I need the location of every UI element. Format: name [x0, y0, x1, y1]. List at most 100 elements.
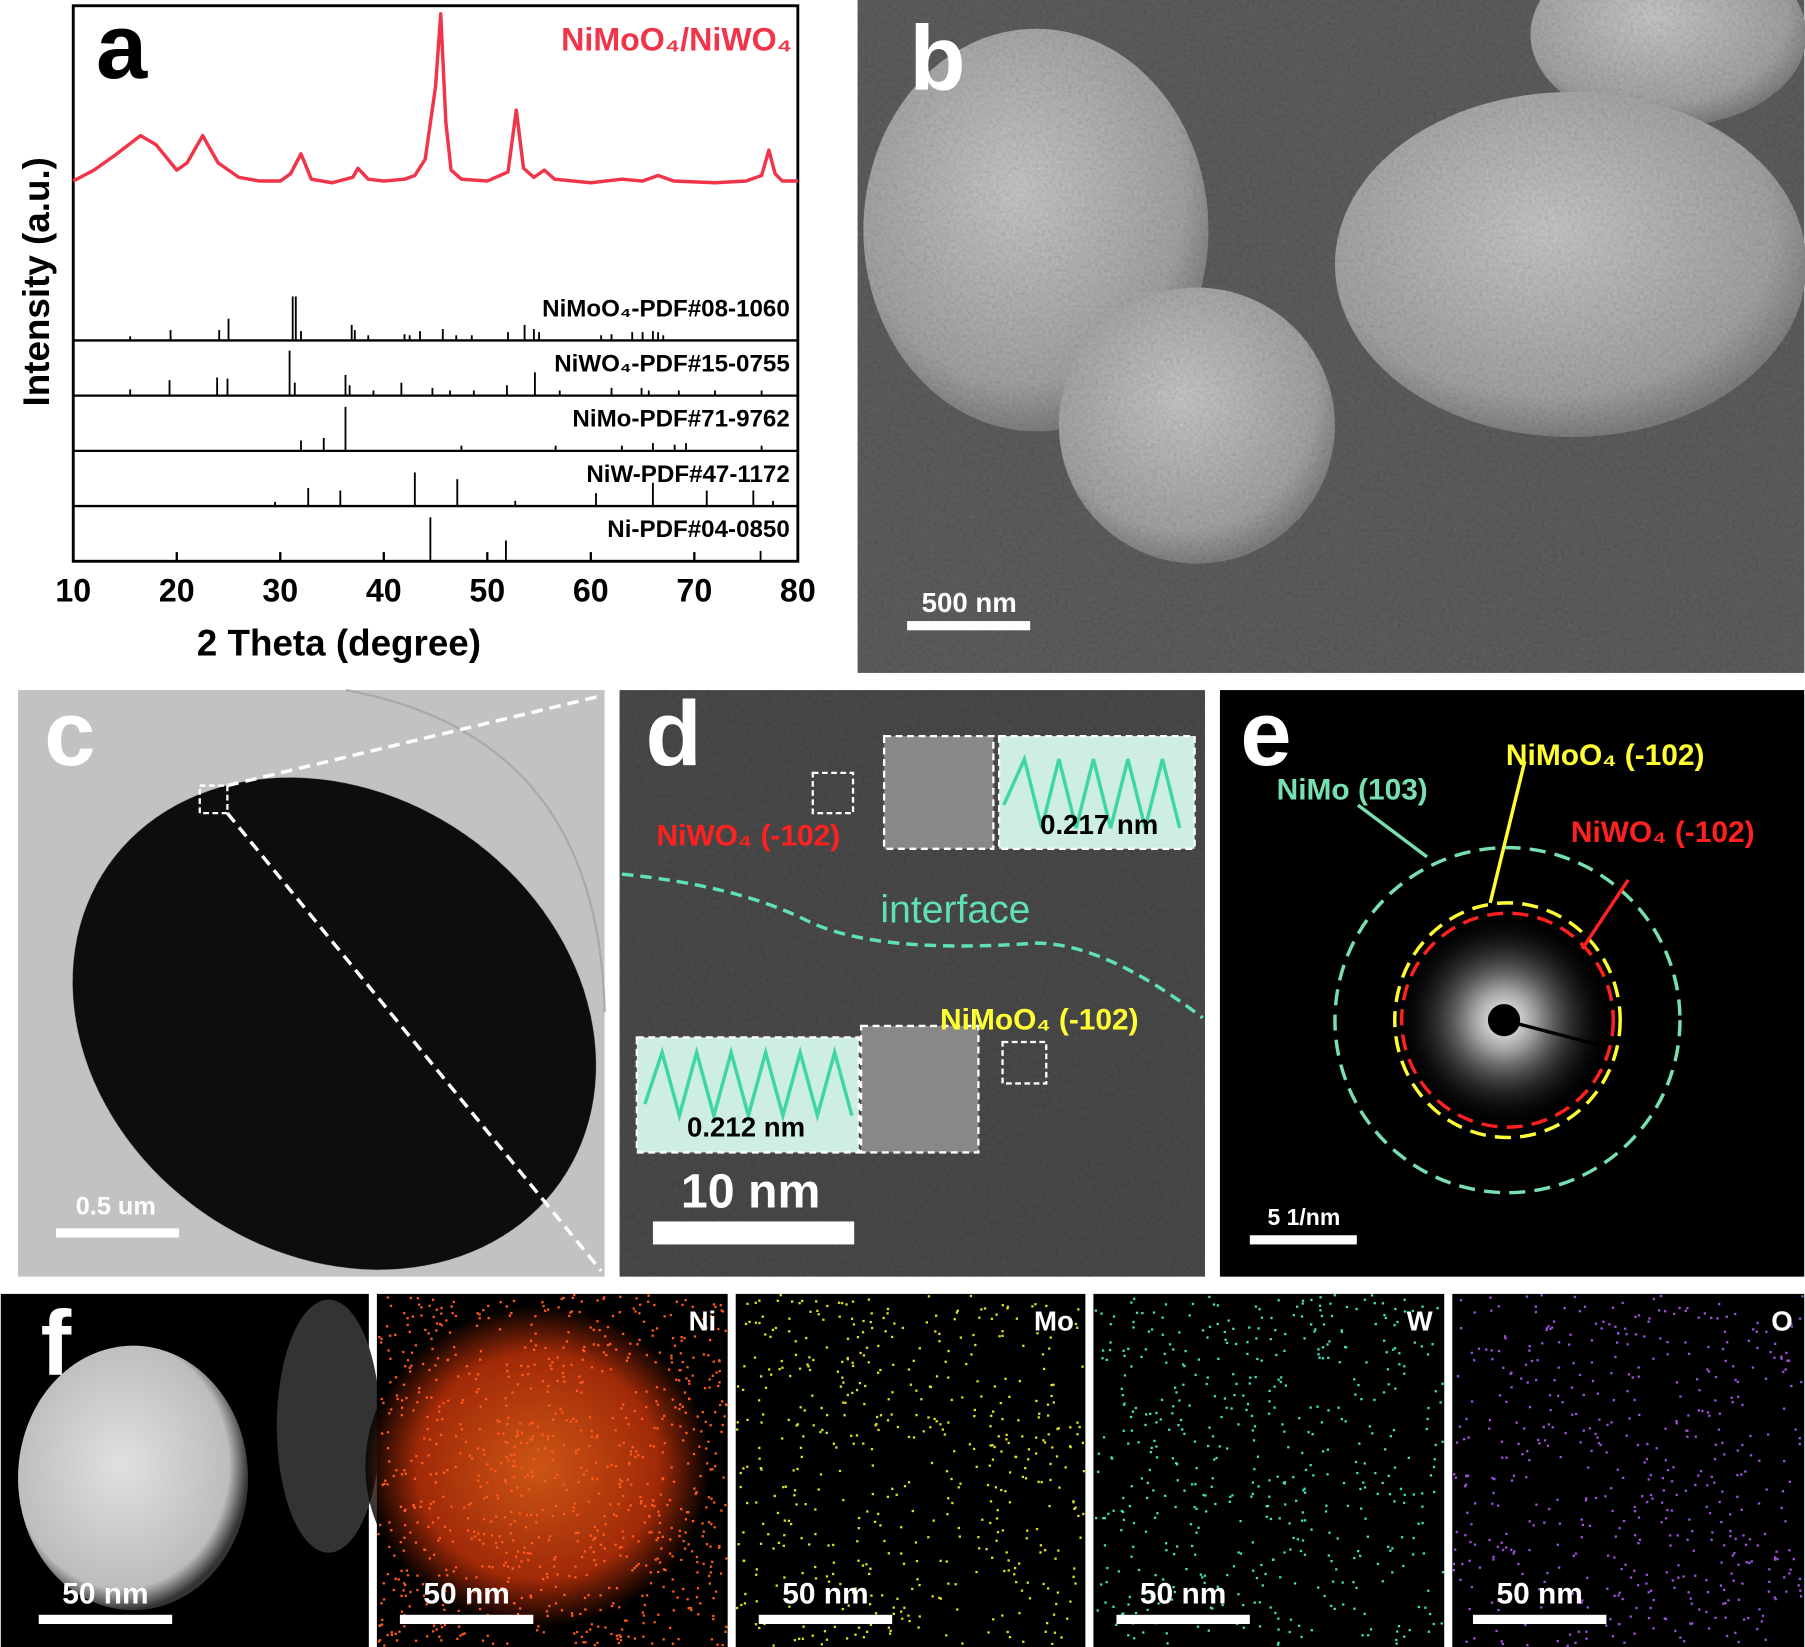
element-dot: [1153, 1439, 1156, 1443]
element-dot: [1510, 1371, 1513, 1374]
element-dot: [1473, 1543, 1477, 1546]
element-dot: [1790, 1325, 1793, 1328]
element-dot: [1697, 1316, 1700, 1319]
element-dot: [955, 1311, 959, 1314]
element-dot: [893, 1322, 896, 1325]
element-dot: [638, 1312, 641, 1315]
element-dot: [1758, 1608, 1761, 1611]
element-dot: [788, 1317, 791, 1320]
element-dot: [1213, 1395, 1217, 1398]
element-dot: [957, 1526, 960, 1530]
element-dot: [1004, 1377, 1007, 1380]
element-dot: [1526, 1644, 1529, 1647]
element-dot: [1022, 1640, 1025, 1643]
element-dot: [501, 1540, 504, 1544]
element-dot: [645, 1390, 648, 1393]
element-dot: [769, 1373, 773, 1376]
element-dot: [1082, 1512, 1085, 1516]
element-dot: [891, 1335, 894, 1339]
element-dot: [380, 1432, 384, 1435]
element-dot: [1548, 1394, 1552, 1397]
element-dot: [421, 1583, 425, 1586]
sem-particles: [857, 0, 1805, 673]
element-dot: [1201, 1329, 1205, 1332]
element-dot: [1532, 1524, 1535, 1527]
element-dot: [498, 1328, 502, 1331]
element-dot: [1564, 1431, 1567, 1435]
element-dot: [1018, 1611, 1021, 1615]
element-dot: [691, 1374, 694, 1377]
element-dot: [620, 1628, 624, 1631]
element-dot: [1326, 1343, 1329, 1346]
element-dot: [1515, 1421, 1518, 1424]
element-dot: [1026, 1581, 1029, 1584]
scale-bar: [758, 1614, 893, 1624]
element-dot: [1273, 1385, 1276, 1388]
element-dot: [685, 1431, 688, 1435]
scale-bar: [652, 1221, 855, 1245]
element-dot: [433, 1553, 436, 1556]
element-dot: [1048, 1347, 1051, 1350]
element-dot: [1376, 1562, 1380, 1566]
element-dot: [1137, 1441, 1140, 1444]
element-dot: [1199, 1573, 1203, 1576]
element-dot: [438, 1405, 441, 1408]
element-dot: [1705, 1610, 1708, 1614]
element-dot: [383, 1644, 386, 1647]
element-dot: [688, 1382, 691, 1385]
element-dot: [1292, 1476, 1295, 1479]
element-dot: [1705, 1578, 1708, 1582]
element-dot: [672, 1480, 676, 1483]
element-dot: [1132, 1545, 1135, 1548]
element-dot: [467, 1602, 470, 1605]
x-tick-label: 60: [573, 573, 609, 609]
element-dot: [1232, 1373, 1235, 1376]
element-label: W: [1407, 1306, 1434, 1337]
element-dot: [1031, 1305, 1034, 1308]
element-dot: [1150, 1446, 1153, 1450]
element-dot: [1732, 1579, 1735, 1582]
element-dot: [513, 1445, 516, 1449]
element-dot: [438, 1322, 442, 1326]
element-dot: [477, 1388, 480, 1391]
element-dot: [1357, 1549, 1360, 1553]
element-dot: [1283, 1551, 1286, 1554]
element-dot: [974, 1343, 977, 1347]
element-dot: [1781, 1490, 1785, 1493]
element-dot: [428, 1507, 431, 1510]
spacing-label: 0.217 nm: [1040, 809, 1158, 840]
element-dot: [881, 1594, 884, 1597]
element-dot: [1583, 1305, 1587, 1308]
element-dot: [1161, 1333, 1164, 1336]
map-tile: W50 nm: [1093, 1293, 1445, 1647]
element-dot: [1596, 1436, 1599, 1439]
element-dot: [575, 1630, 579, 1634]
element-dot: [1310, 1298, 1313, 1302]
element-dot: [1226, 1447, 1229, 1450]
element-dot: [1558, 1522, 1561, 1525]
element-dot: [709, 1338, 712, 1342]
element-dot: [684, 1411, 687, 1414]
element-dot: [1736, 1380, 1740, 1384]
element-dot: [1526, 1450, 1529, 1453]
element-dot: [629, 1453, 633, 1456]
element-dot: [1622, 1476, 1625, 1480]
element-dot: [574, 1531, 578, 1535]
element-dot: [1027, 1448, 1031, 1451]
element-dot: [837, 1301, 841, 1304]
element-dot: [431, 1630, 435, 1633]
element-dot: [596, 1434, 599, 1437]
element-dot: [513, 1459, 516, 1463]
element-dot: [714, 1411, 717, 1414]
element-dot: [934, 1330, 937, 1333]
element-dot: [1520, 1377, 1523, 1380]
element-dot: [737, 1543, 740, 1546]
element-dot: [908, 1619, 911, 1623]
element-dot: [622, 1403, 625, 1406]
element-dot: [814, 1577, 818, 1580]
element-dot: [1335, 1568, 1338, 1571]
element-dot: [1801, 1295, 1804, 1298]
element-dot: [1102, 1436, 1106, 1439]
element-dot: [832, 1543, 835, 1547]
